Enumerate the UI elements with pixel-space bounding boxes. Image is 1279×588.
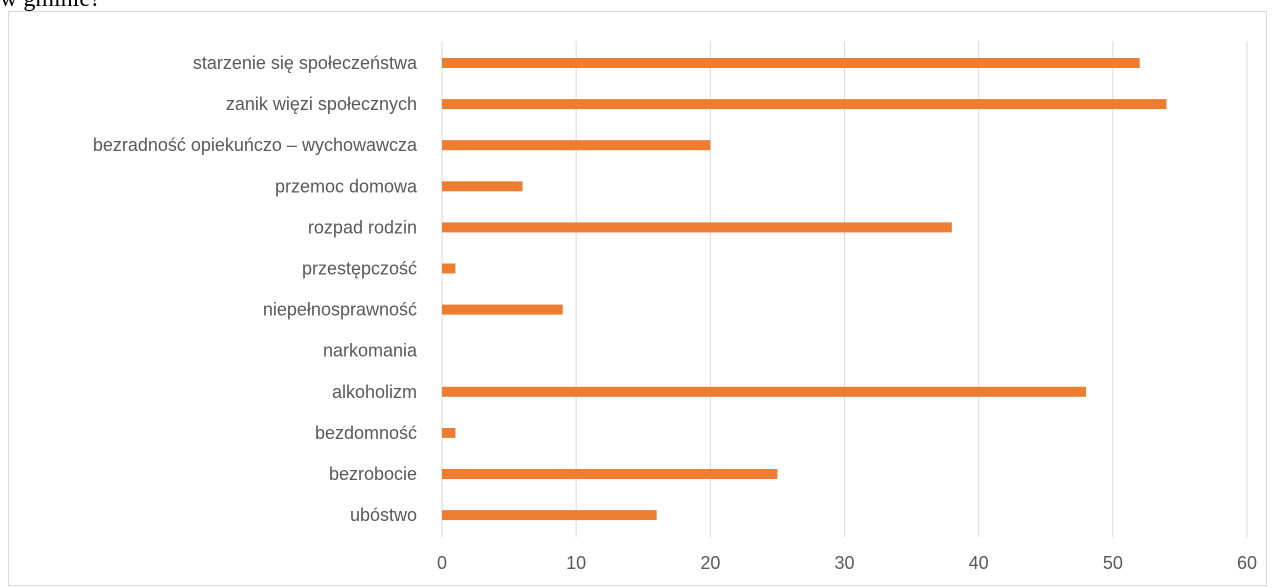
bar: [442, 263, 456, 274]
x-tick-label: 0: [437, 553, 447, 573]
bar: [442, 140, 711, 151]
bar: [442, 304, 563, 315]
category-label: niepełnosprawność: [263, 300, 417, 320]
category-label: bezrobocie: [329, 464, 417, 484]
category-label: bezradność opiekuńczo – wychowawcza: [93, 135, 418, 155]
bar: [442, 427, 456, 438]
category-label: zanik więzi społecznych: [226, 94, 417, 114]
bar: [442, 99, 1167, 110]
chart-frame: starzenie się społeczeństwa zanik więzi s…: [8, 11, 1267, 586]
bar: [442, 469, 778, 479]
bar: [442, 181, 523, 192]
category-label: starzenie się społeczeństwa: [193, 53, 418, 73]
bar: [442, 58, 1140, 68]
x-tick-label: 60: [1237, 553, 1257, 573]
category-label: ubóstwo: [350, 505, 417, 525]
bar: [442, 510, 657, 521]
x-tick-label: 50: [1103, 553, 1123, 573]
page-heading-fragment: w gminie?: [0, 0, 101, 13]
x-tick-label: 20: [700, 553, 720, 573]
category-label: narkomania: [323, 341, 418, 361]
category-label: przemoc domowa: [275, 176, 418, 196]
x-tick-label: 10: [566, 553, 586, 573]
category-label: przestępczość: [302, 259, 417, 279]
bars: [442, 58, 1167, 521]
category-label: bezdomność: [315, 423, 417, 443]
category-labels: starzenie się społeczeństwa zanik więzi s…: [93, 53, 418, 525]
x-tick-label: 40: [969, 553, 989, 573]
bar-chart: starzenie się społeczeństwa zanik więzi s…: [93, 41, 1257, 573]
category-label: rozpad rodzin: [308, 217, 417, 237]
category-label: alkoholizm: [332, 382, 417, 402]
bar: [442, 222, 952, 233]
gridlines: [441, 41, 1248, 537]
bar: [442, 386, 1086, 397]
x-tick-label: 30: [834, 553, 854, 573]
x-axis-tick-labels: 0 10 20 30 40 50 60: [437, 553, 1257, 573]
